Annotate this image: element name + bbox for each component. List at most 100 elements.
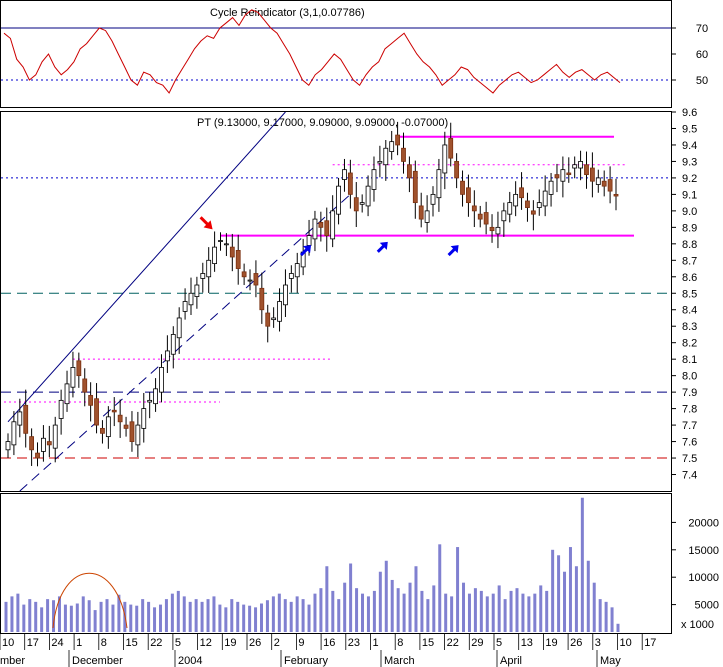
volume-bar bbox=[147, 601, 151, 632]
x-month-label: 2004 bbox=[178, 655, 202, 667]
x-day-label: 22 bbox=[150, 637, 162, 649]
volume-bar bbox=[515, 588, 519, 632]
volume-bar bbox=[592, 582, 596, 632]
candle-body bbox=[424, 210, 430, 223]
candle-body bbox=[288, 273, 294, 279]
volume-bar bbox=[509, 590, 513, 632]
volume-bar bbox=[331, 590, 335, 632]
x-day-label: 12 bbox=[200, 637, 212, 649]
candle-body bbox=[188, 292, 194, 306]
volume-bar bbox=[283, 599, 287, 632]
volume-bar bbox=[545, 590, 549, 632]
candle-body bbox=[560, 169, 566, 182]
candle-body bbox=[401, 147, 406, 162]
volume-bar bbox=[551, 549, 555, 632]
volume-bar bbox=[349, 563, 353, 632]
x-day-label: 1 bbox=[373, 637, 379, 649]
candle-body bbox=[229, 246, 235, 258]
channel-upper-line bbox=[7, 111, 286, 423]
volume-bar bbox=[135, 605, 139, 632]
volume-bar bbox=[170, 593, 174, 632]
candle-body bbox=[117, 414, 123, 423]
candle-body bbox=[11, 421, 17, 446]
price-tick-label: 8.7 bbox=[682, 255, 697, 267]
volume-bar bbox=[420, 590, 424, 632]
x-day-label: 19 bbox=[224, 637, 236, 649]
candle-body bbox=[330, 210, 336, 240]
x-month-label: February bbox=[284, 655, 329, 667]
candle-body bbox=[100, 427, 105, 434]
volume-bar bbox=[533, 593, 537, 632]
volume-bar bbox=[194, 599, 198, 632]
volume-bar bbox=[432, 585, 436, 632]
volume-bar bbox=[319, 588, 323, 632]
x-day-label: 29 bbox=[471, 637, 483, 649]
candle-body bbox=[294, 263, 300, 278]
price-tick-label: 8.4 bbox=[682, 305, 697, 317]
volume-bar bbox=[206, 599, 210, 632]
x-month-label: May bbox=[600, 655, 621, 667]
candle-body bbox=[283, 284, 288, 306]
price-panel: PT (9.13000, 9.17000, 9.09000, 9.09000, … bbox=[0, 107, 697, 492]
x-day-label: 1 bbox=[76, 637, 82, 649]
volume-bar bbox=[580, 497, 584, 632]
blue-arrow-icon bbox=[376, 241, 388, 253]
volume-bar bbox=[87, 600, 91, 632]
candle-body bbox=[495, 226, 501, 235]
volume-bar bbox=[129, 604, 133, 632]
candle-body bbox=[29, 436, 35, 451]
candle-body bbox=[170, 334, 176, 355]
candle-body bbox=[318, 222, 324, 228]
x-day-label: 23 bbox=[348, 637, 360, 649]
x-day-label: 8 bbox=[101, 637, 107, 649]
candle-body bbox=[389, 141, 395, 152]
candle-body bbox=[111, 409, 117, 413]
candle-body bbox=[519, 187, 524, 199]
candle-body bbox=[265, 312, 271, 327]
volume-bar bbox=[343, 582, 347, 632]
volume-bar bbox=[396, 588, 400, 632]
volume-bar bbox=[497, 585, 501, 632]
volume-bar bbox=[485, 596, 489, 632]
candle-body bbox=[554, 174, 560, 179]
volume-bar bbox=[10, 596, 14, 632]
price-tick-label: 9.1 bbox=[682, 189, 697, 201]
volume-bar bbox=[307, 604, 311, 632]
volume-bar bbox=[176, 590, 180, 632]
volume-bar bbox=[81, 596, 85, 632]
volume-tick-label: 15000 bbox=[688, 545, 719, 557]
channel-lower-line bbox=[19, 194, 351, 492]
candle-body bbox=[471, 205, 477, 212]
volume-bar bbox=[111, 604, 115, 632]
candle-body bbox=[513, 193, 519, 207]
candle-body bbox=[324, 220, 330, 236]
x-month-label: March bbox=[384, 655, 415, 667]
candle-body bbox=[212, 246, 218, 264]
price-tick-label: 9.4 bbox=[682, 140, 697, 152]
volume-bar bbox=[16, 593, 20, 632]
x-day-label: 26 bbox=[570, 637, 582, 649]
volume-bar bbox=[188, 601, 192, 632]
candle-body bbox=[241, 271, 247, 278]
candle-body bbox=[525, 200, 530, 208]
volume-bar bbox=[34, 601, 38, 632]
x-day-label: 16 bbox=[323, 637, 335, 649]
volume-bar bbox=[366, 596, 370, 632]
x-month-label: April bbox=[500, 655, 522, 667]
candle-body bbox=[353, 197, 359, 212]
volume-bar bbox=[503, 599, 507, 632]
candle-body bbox=[395, 134, 400, 146]
candle-body bbox=[418, 205, 424, 220]
candle-body bbox=[501, 210, 507, 222]
volume-bar bbox=[224, 607, 228, 632]
volume-bar bbox=[557, 555, 561, 632]
volume-bar bbox=[444, 593, 448, 632]
x-day-label: 3 bbox=[595, 637, 601, 649]
candle-body bbox=[365, 185, 371, 207]
candle-body bbox=[58, 399, 64, 419]
candle-body bbox=[206, 259, 212, 278]
candle-body bbox=[466, 187, 471, 204]
volume-bar bbox=[325, 566, 329, 632]
volume-bar bbox=[75, 603, 79, 632]
volume-bar bbox=[99, 601, 103, 632]
